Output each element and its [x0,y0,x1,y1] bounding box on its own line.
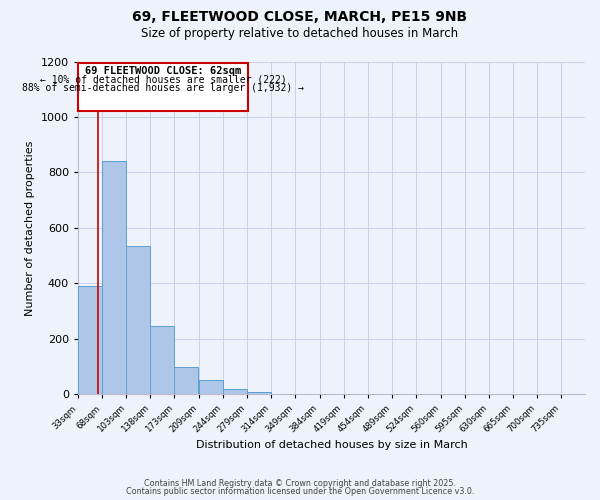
Bar [126,246,151,394]
Bar [199,380,223,394]
Text: Contains HM Land Registry data © Crown copyright and database right 2025.: Contains HM Land Registry data © Crown c… [144,478,456,488]
Bar [247,392,271,394]
Bar [78,286,102,395]
Y-axis label: Number of detached properties: Number of detached properties [25,140,35,316]
Text: Contains public sector information licensed under the Open Government Licence v3: Contains public sector information licen… [126,487,474,496]
X-axis label: Distribution of detached houses by size in March: Distribution of detached houses by size … [196,440,467,450]
Bar [175,367,199,394]
Bar [223,390,247,394]
Text: ← 10% of detached houses are smaller (222): ← 10% of detached houses are smaller (22… [40,74,286,85]
Bar [151,326,175,394]
Text: 88% of semi-detached houses are larger (1,932) →: 88% of semi-detached houses are larger (… [22,83,304,93]
Text: 69 FLEETWOOD CLOSE: 62sqm: 69 FLEETWOOD CLOSE: 62sqm [85,66,241,76]
Bar [102,162,126,394]
Text: Size of property relative to detached houses in March: Size of property relative to detached ho… [142,28,458,40]
Bar [78,63,248,112]
Text: 69, FLEETWOOD CLOSE, MARCH, PE15 9NB: 69, FLEETWOOD CLOSE, MARCH, PE15 9NB [133,10,467,24]
